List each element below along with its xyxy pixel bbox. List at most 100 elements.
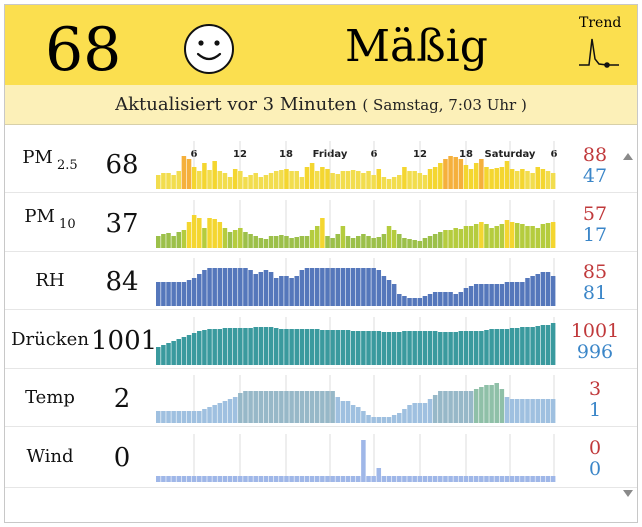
metric-row-wind[interactable]: Wind 0 0 0: [5, 428, 637, 488]
chart-bar: [268, 327, 274, 365]
chart-bar: [535, 476, 541, 482]
chart-bar: [227, 232, 233, 248]
chart-bar: [207, 268, 212, 306]
chart-bar: [191, 278, 197, 306]
chart-bar: [494, 226, 499, 248]
metric-row-pressure[interactable]: Drücken 1001 1001 996: [5, 311, 637, 369]
metric-row-pm10[interactable]: PM 10 37 57 17: [5, 194, 637, 252]
chart-bar: [458, 476, 464, 482]
chart-bar: [335, 397, 341, 423]
aqi-value: 68: [45, 15, 122, 85]
chart-bar: [366, 236, 371, 248]
chart-bar: [253, 327, 258, 365]
chart-bar: [473, 389, 479, 423]
scroll-down-icon[interactable]: [622, 489, 634, 499]
chart-bar: [432, 395, 438, 423]
chart-bar: [284, 391, 289, 423]
chart-bar: [463, 226, 469, 248]
chart-bar: [422, 296, 428, 306]
chart-bar: [289, 391, 294, 423]
chart-bar: [366, 476, 371, 482]
chart-bar: [325, 268, 330, 306]
chart-bar: [545, 223, 551, 248]
chart-bar: [197, 476, 202, 482]
chart-bar: [156, 411, 161, 423]
chart-bar: [186, 280, 192, 306]
chart-bar: [391, 415, 397, 423]
metric-row-rh[interactable]: RH 84 85 81: [5, 252, 637, 310]
chart-bar: [535, 274, 541, 306]
chart-bar: [453, 476, 458, 482]
chart-bar: [197, 274, 202, 306]
chart-bar: [356, 476, 361, 482]
chart-bar: [514, 223, 520, 248]
metric-min: 81: [582, 282, 608, 304]
chart-bar: [248, 391, 253, 423]
chart-bar: [222, 268, 228, 306]
chart-bar: [335, 234, 341, 248]
chart-bar: [207, 476, 212, 482]
chart-bar: [509, 282, 515, 306]
chart-bar: [289, 171, 294, 189]
chart-bar: [427, 294, 433, 306]
chart-bar: [550, 476, 556, 482]
chart-bar: [381, 177, 387, 189]
chart-bar: [186, 159, 192, 189]
chart-bar: [489, 228, 494, 248]
chart-bar: [227, 328, 233, 365]
metric-row-temp[interactable]: Temp 2 3 1: [5, 369, 637, 427]
chart-bar: [325, 330, 330, 365]
chart-bar: [520, 224, 525, 248]
chart-bar: [458, 229, 464, 248]
chart-bar: [371, 238, 376, 248]
updated-timestamp: ( Samstag, 7:03 Uhr ): [362, 96, 527, 114]
chart-bar: [540, 272, 546, 306]
metric-min: 47: [582, 165, 608, 187]
chart-bar: [217, 222, 223, 248]
chart-bar: [340, 226, 346, 248]
chart-bar: [402, 167, 407, 189]
chart-bar: [432, 476, 438, 482]
chart-bar: [463, 476, 469, 482]
chart-bar: [417, 298, 423, 306]
chart-bar: [432, 234, 438, 248]
chart-bar: [468, 331, 474, 365]
chart-bar: [263, 239, 269, 248]
chart-bar: [161, 345, 166, 365]
chart-bar: [504, 220, 510, 248]
metric-value: 0: [113, 443, 131, 473]
metric-label: Temp: [7, 387, 93, 408]
chart-bar: [412, 476, 417, 482]
metric-row-pm25[interactable]: PM 2.5 68 88 47: [5, 135, 637, 193]
chart-bar: [345, 401, 351, 423]
metric-chart-temp: [156, 375, 556, 423]
chart-bar: [458, 331, 464, 365]
chart-bar: [350, 268, 356, 306]
chart-bar: [412, 240, 417, 248]
chart-bar: [330, 330, 335, 365]
chart-bar: [361, 234, 366, 248]
chart-bar: [289, 476, 294, 482]
chart-bar: [391, 230, 397, 248]
chart-bar: [479, 331, 484, 365]
chart-bar: [371, 417, 376, 423]
chart-bar: [314, 391, 320, 423]
chart-bar: [238, 328, 243, 365]
chart-bar: [509, 169, 515, 189]
chart-bar: [376, 331, 382, 365]
chart-bar: [176, 171, 182, 189]
trend-label: Trend: [579, 15, 622, 31]
trend-button[interactable]: Trend: [567, 15, 623, 79]
metric-min: 1: [588, 399, 602, 421]
chart-bar: [376, 468, 382, 482]
chart-bar: [320, 391, 325, 423]
chart-bar: [330, 476, 335, 482]
scroll-up-icon[interactable]: [622, 151, 634, 161]
chart-bar: [320, 268, 325, 306]
chart-bar: [212, 219, 217, 248]
chart-bar: [530, 276, 535, 306]
chart-bar: [514, 282, 520, 306]
chart-bar: [397, 476, 402, 482]
chart-bar: [422, 238, 428, 248]
chart-bar: [448, 391, 453, 423]
